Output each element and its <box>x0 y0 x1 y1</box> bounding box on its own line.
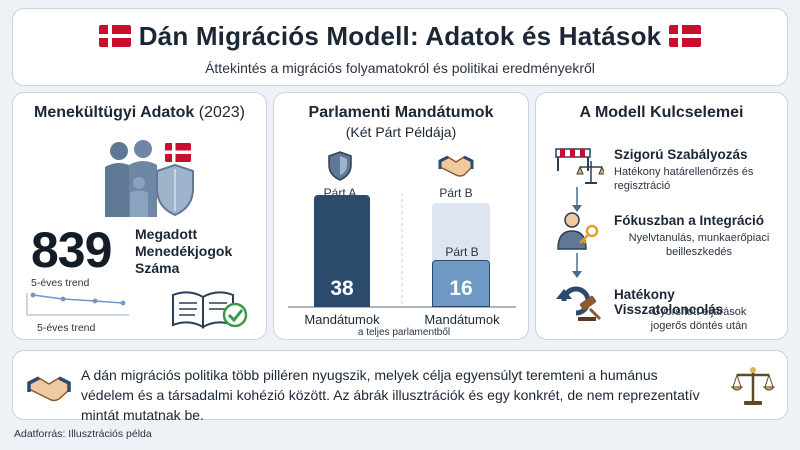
return-gavel-icon <box>556 286 602 321</box>
handshake-icon <box>438 155 474 177</box>
page-subtitle: Áttekintés a migrációs folyamatokról és … <box>205 60 595 76</box>
bar-party-b <box>432 260 490 307</box>
scale-icon <box>731 367 775 405</box>
trend-label-top: 5-éves trend <box>31 277 90 289</box>
danish-flag-icon <box>165 143 191 162</box>
page-title-text: Dán Migrációs Modell: Adatok és Hatások <box>138 21 662 51</box>
shield-icon <box>328 151 352 181</box>
handshake-icon <box>27 376 71 402</box>
party-b-inner-label: Párt B <box>445 245 479 259</box>
arrow-down-icon <box>572 187 582 212</box>
model-item-2-desc-line1: Nyelvtanulás, munkaerőpiaci <box>628 232 770 244</box>
party-b-label: Párt B <box>439 186 473 200</box>
barrier-scale-icon <box>555 148 604 184</box>
page-title: Dán Migrációs Modell: Adatok és Hatások <box>13 21 787 52</box>
parliament-chart <box>288 193 516 308</box>
asylum-count: 839 <box>31 222 112 278</box>
bar-party-b-value: 16 <box>449 277 473 300</box>
party-a-axis-label: Mandátumok <box>304 312 380 327</box>
model-item-2-desc: Nyelvtanulás, munkaerőpiaci beilleszkedé… <box>614 231 784 259</box>
model-elements-panel: A Modell Kulcselemei Szigorú Szabályozás… <box>535 92 788 340</box>
model-item-2-title: Fókuszban a Integráció <box>614 213 765 228</box>
party-b-axis-label: Mandátumok <box>424 312 500 327</box>
person-key-icon <box>557 212 599 250</box>
model-item-3-desc-line1: Gyorsított eljárások <box>651 306 747 318</box>
trend-label-bottom: 5-éves trend <box>37 322 96 334</box>
parliament-subtitle: (Két Párt Példája) <box>345 124 457 140</box>
asylum-count-label: Megadott Menedékjogok Száma <box>135 226 233 276</box>
family-shield-icon <box>105 140 194 217</box>
model-item-1-desc-line1: Hatékony határellenőrzés és <box>614 166 754 178</box>
refugee-title-main: Menekültügyi Adatok <box>33 104 195 121</box>
model-item-3-title: Hatékony Visszatoloncolás <box>614 287 724 317</box>
header-panel: Dán Migrációs Modell: Adatok és Hatások … <box>12 8 788 86</box>
data-source: Adatforrás: Illusztrációs példa <box>14 428 152 440</box>
model-title: A Modell Kulcselemei <box>579 104 744 121</box>
parliament-note: a teljes parlamentből <box>357 327 451 338</box>
model-item-3-desc-line2: jogerős döntés után <box>650 320 748 332</box>
danish-flag-icon <box>98 25 131 48</box>
refugee-panel-title: Menekültügyi Adatok (2023) <box>13 104 266 122</box>
arrow-down-icon <box>572 253 582 278</box>
model-item-1-desc-line2: regisztráció <box>614 180 671 192</box>
model-item-3-desc: Gyorsított eljárások jogerős döntés után <box>614 305 784 333</box>
parliament-title: Parlamenti Mandátumok <box>308 104 494 121</box>
refugee-data-panel: Menekültügyi Adatok (2023) 839 Megadott … <box>12 92 267 340</box>
trend-sparkline <box>26 292 129 316</box>
model-item-2-desc-line2: beilleszkedés <box>665 246 733 258</box>
refugee-title-year: (2023) <box>198 104 245 121</box>
model-item-1-title: Szigorú Szabályozás <box>614 147 748 162</box>
bar-party-a <box>314 195 370 307</box>
model-item-1-desc: Hatékony határellenőrzés és regisztráció <box>614 165 784 193</box>
parliament-panel: Parlamenti Mandátumok (Két Párt Példája)… <box>273 92 529 340</box>
bar-party-a-value: 38 <box>330 277 354 300</box>
danish-flag-icon <box>669 25 702 48</box>
footer-text: A dán migrációs politika több pilléren n… <box>81 367 700 423</box>
document-check-icon <box>172 291 248 329</box>
footer-panel: A dán migrációs politika több pilléren n… <box>12 350 788 423</box>
